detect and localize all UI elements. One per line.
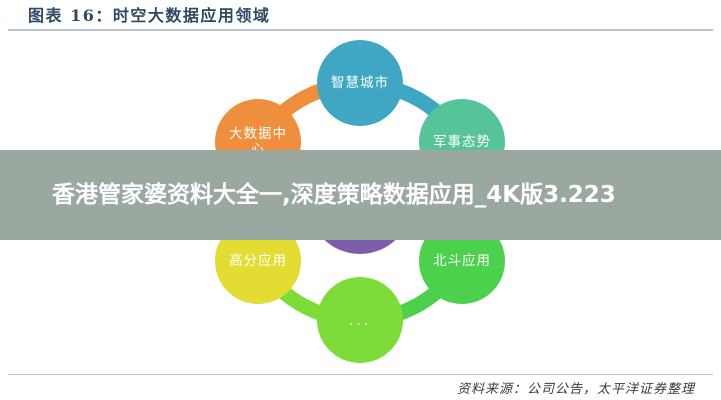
node-label: ...	[348, 310, 372, 329]
page-title: 图表 16：时空大数据应用领域	[28, 6, 271, 25]
node-ellipsis[interactable]: ...	[317, 277, 403, 363]
source-note: 资料来源：公司公告，太平洋证券整理	[456, 382, 695, 397]
node-label: 智慧城市	[331, 74, 389, 91]
watermark-text: 香港管家婆资料大全一,深度策略数据应用_4K版3.223	[52, 181, 616, 208]
node-label: 军事态势	[433, 133, 491, 150]
title-divider	[8, 29, 713, 31]
node-smart-city[interactable]: 智慧城市	[317, 40, 403, 126]
watermark-overlay-band: 香港管家婆资料大全一,深度策略数据应用_4K版3.223	[0, 150, 721, 240]
node-label: 高分应用	[229, 252, 287, 269]
node-label: 北斗应用	[433, 252, 491, 269]
footer-divider	[8, 374, 713, 375]
